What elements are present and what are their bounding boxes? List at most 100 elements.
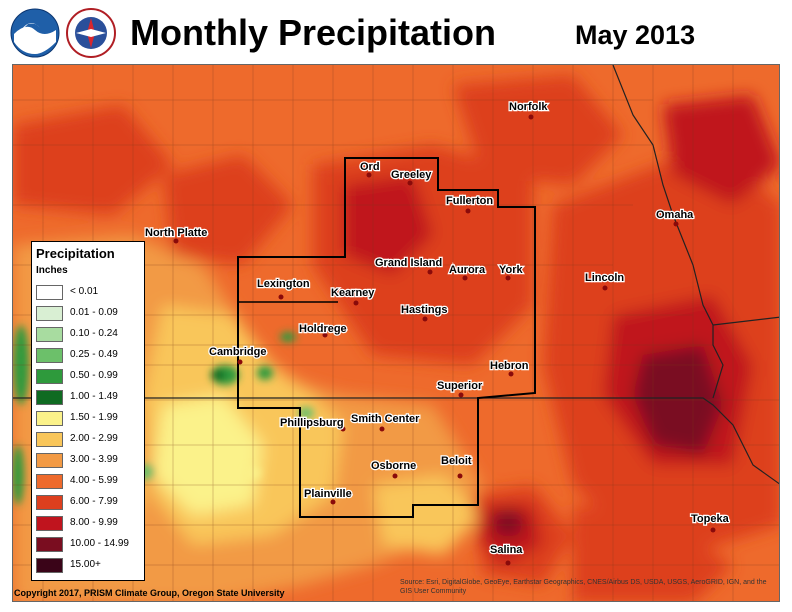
legend-swatch <box>36 285 63 300</box>
svg-text:North Platte: North Platte <box>145 227 207 239</box>
city-plainville[interactable]: Plainville <box>303 487 353 505</box>
legend-label: 1.00 - 1.49 <box>70 391 118 402</box>
legend-label: 0.01 - 0.09 <box>70 307 118 318</box>
city-superior[interactable]: Superior <box>436 379 484 398</box>
svg-text:Plainville: Plainville <box>304 488 352 500</box>
svg-text:Norfolk: Norfolk <box>509 101 548 113</box>
city-beloit[interactable]: Beloit <box>440 454 473 479</box>
city-lexington[interactable]: Lexington <box>256 277 311 300</box>
legend-title: Precipitation <box>36 246 115 261</box>
legend-item: 0.50 - 0.99 <box>36 368 144 385</box>
legend-swatch <box>36 474 63 489</box>
legend-item: 1.50 - 1.99 <box>36 410 144 427</box>
svg-text:Osborne: Osborne <box>371 460 416 472</box>
svg-text:Cambridge: Cambridge <box>209 346 266 358</box>
city-greeley[interactable]: Greeley <box>390 168 433 186</box>
legend-item: 4.00 - 5.99 <box>36 473 144 490</box>
header: Monthly Precipitation May 2013 <box>0 0 792 64</box>
svg-text:Lexington: Lexington <box>257 278 310 290</box>
svg-text:Superior: Superior <box>437 380 483 392</box>
legend-label: 6.00 - 7.99 <box>70 496 118 507</box>
page-title: Monthly Precipitation <box>130 12 497 53</box>
legend-label: 10.00 - 14.99 <box>70 538 129 549</box>
svg-text:Holdrege: Holdrege <box>299 323 347 335</box>
svg-text:Salina: Salina <box>490 544 523 556</box>
legend-label: 8.00 - 9.99 <box>70 517 118 528</box>
legend-label: 0.25 - 0.49 <box>70 349 118 360</box>
legend-item: < 0.01 <box>36 284 144 301</box>
legend-swatch <box>36 348 63 363</box>
city-hebron[interactable]: Hebron <box>489 359 530 377</box>
legend-item: 3.00 - 3.99 <box>36 452 144 469</box>
legend-item: 6.00 - 7.99 <box>36 494 144 511</box>
city-salina[interactable]: Salina <box>489 543 525 566</box>
legend-swatch <box>36 327 63 342</box>
city-lincoln[interactable]: Lincoln <box>584 271 626 291</box>
legend-item: 8.00 - 9.99 <box>36 515 144 532</box>
city-holdrege[interactable]: Holdrege <box>298 322 348 338</box>
legend-swatch <box>36 369 63 384</box>
noaa-logo-icon <box>10 8 60 58</box>
city-aurora[interactable]: Aurora <box>448 263 487 281</box>
svg-text:Omaha: Omaha <box>656 209 694 221</box>
city-fullerton[interactable]: Fullerton <box>445 194 495 214</box>
svg-text:Grand Island: Grand Island <box>375 257 442 269</box>
svg-text:Aurora: Aurora <box>449 264 486 276</box>
svg-text:Hastings: Hastings <box>401 304 447 316</box>
city-omaha[interactable]: Omaha <box>655 208 695 227</box>
city-smith-center[interactable]: Smith Center <box>350 412 421 432</box>
city-york[interactable]: York <box>498 263 525 281</box>
city-north-platte[interactable]: North Platte <box>144 226 209 244</box>
legend-swatch <box>36 390 63 405</box>
legend-label: 2.00 - 2.99 <box>70 433 118 444</box>
cwa-boundary <box>237 157 536 518</box>
legend-label: 4.00 - 5.99 <box>70 475 118 486</box>
legend-label: 15.00+ <box>70 559 101 570</box>
svg-text:York: York <box>499 264 524 276</box>
legend-swatch <box>36 453 63 468</box>
legend-item: 2.00 - 2.99 <box>36 431 144 448</box>
legend-swatch <box>36 432 63 447</box>
nws-logo-icon <box>66 8 116 58</box>
legend-item: 0.10 - 0.24 <box>36 326 144 343</box>
legend-swatch <box>36 495 63 510</box>
city-phillipsburg[interactable]: Phillipsburg <box>279 416 346 432</box>
svg-text:Kearney: Kearney <box>331 287 375 299</box>
legend-label: < 0.01 <box>70 286 99 297</box>
svg-text:Greeley: Greeley <box>391 169 432 181</box>
cities: Norfolk Ord Greeley Fullerton North Plat… <box>144 100 731 566</box>
svg-text:Fullerton: Fullerton <box>446 195 493 207</box>
svg-text:Ord: Ord <box>360 161 380 173</box>
city-cambridge[interactable]: Cambridge <box>208 345 268 365</box>
svg-text:Lincoln: Lincoln <box>585 272 624 284</box>
city-kearney[interactable]: Kearney <box>330 286 377 306</box>
state-boundaries <box>13 65 779 485</box>
legend-label: 0.10 - 0.24 <box>70 328 118 339</box>
city-hastings[interactable]: Hastings <box>400 303 449 322</box>
legend-item: 15.00+ <box>36 557 144 574</box>
legend-item: 1.00 - 1.49 <box>36 389 144 406</box>
legend-item: 0.25 - 0.49 <box>36 347 144 364</box>
copyright: Copyright 2017, PRISM Climate Group, Ore… <box>14 588 285 598</box>
legend-label: 1.50 - 1.99 <box>70 412 118 423</box>
city-ord[interactable]: Ord <box>359 160 381 178</box>
legend-swatch <box>36 306 63 321</box>
legend-units: Inches <box>36 265 68 276</box>
legend-swatch <box>36 537 63 552</box>
svg-text:Hebron: Hebron <box>490 360 529 372</box>
source-credit: Source: Esri, DigitalGlobe, GeoEye, Eart… <box>400 579 767 595</box>
legend-swatch <box>36 516 63 531</box>
svg-text:Beloit: Beloit <box>441 455 472 467</box>
city-topeka[interactable]: Topeka <box>690 512 731 533</box>
legend-swatch <box>36 411 63 426</box>
legend-item: 10.00 - 14.99 <box>36 536 144 553</box>
city-grand-island[interactable]: Grand Island <box>374 256 444 275</box>
city-norfolk[interactable]: Norfolk <box>508 100 550 120</box>
legend-label: 3.00 - 3.99 <box>70 454 118 465</box>
city-osborne[interactable]: Osborne <box>370 459 417 479</box>
legend: Precipitation Inches < 0.01 0.01 - 0.09 0.… <box>31 241 145 581</box>
legend-item: 0.01 - 0.09 <box>36 305 144 322</box>
legend-label: 0.50 - 0.99 <box>70 370 118 381</box>
svg-text:Smith Center: Smith Center <box>351 413 420 425</box>
svg-text:Topeka: Topeka <box>691 513 730 525</box>
